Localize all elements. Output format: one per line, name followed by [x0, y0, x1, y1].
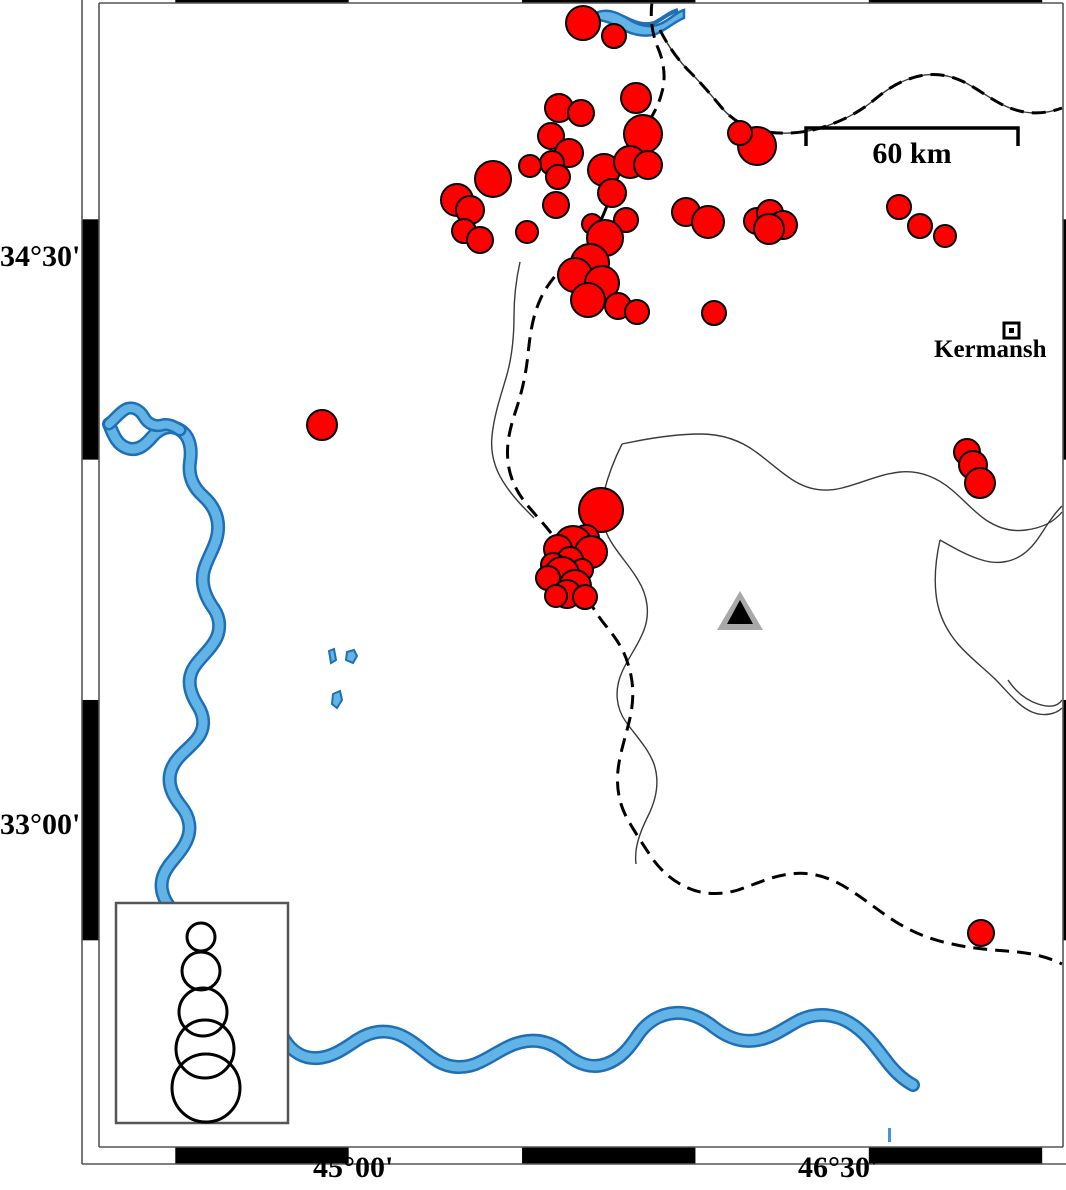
earthquake-epicenter	[466, 226, 494, 254]
earthquake-epicenter	[545, 164, 571, 190]
station-triangle-icon	[717, 591, 763, 630]
international-boundary-layer	[506, 1, 1063, 966]
earthquake-epicenter	[537, 122, 565, 150]
map-frame	[81, 0, 1066, 1165]
earthquake-epicenter	[542, 191, 570, 219]
frame-tick-top	[175, 0, 349, 3]
frame-strip-left-base	[82, 0, 99, 1164]
scale-bar-label: 60 km	[872, 137, 951, 170]
scale-bar: 60 km	[804, 126, 1020, 170]
earthquake-epicenter	[518, 154, 542, 178]
axis-label-lon-45-00: 45°00'	[313, 1151, 394, 1184]
frame-tick-top	[868, 0, 1043, 3]
earthquake-epicenter	[933, 224, 957, 248]
earthquake-epicenter	[565, 5, 601, 41]
legend-size-circle	[177, 986, 229, 1038]
earthquake-epicenter	[572, 584, 598, 610]
frame-tick-bottom	[175, 1147, 349, 1164]
city-marker-group: Kermansh	[934, 321, 1047, 363]
frame-tick-bottom	[868, 1147, 1043, 1164]
earthquake-epicenter	[567, 99, 595, 127]
earthquake-epicenter	[515, 220, 539, 244]
earthquake-epicenter	[570, 282, 606, 318]
earthquake-epicenter	[701, 300, 727, 326]
earthquake-epicenter-layer	[306, 5, 996, 947]
axis-label-lat-33-00: 33°00'	[0, 808, 81, 841]
earthquake-epicenter	[306, 409, 338, 441]
earthquake-epicenter	[624, 299, 650, 325]
earthquake-epicenter	[907, 213, 933, 239]
legend-size-circle	[180, 950, 222, 992]
province-boundary-layer	[490, 29, 1063, 865]
earthquake-epicenter	[691, 205, 725, 239]
legend-size-circle	[170, 1052, 242, 1124]
legend-size-circle	[174, 1018, 236, 1080]
axis-label-lat-34-30: 34°30'	[0, 240, 81, 273]
legend-box	[114, 901, 290, 1125]
magnitude-size-legend	[114, 901, 290, 1125]
earthquake-epicenter	[964, 467, 996, 499]
earthquake-epicenter	[601, 23, 627, 49]
earthquake-epicenter	[613, 207, 639, 233]
city-label-kermanshah: Kermansh	[934, 336, 1047, 363]
axis-label-lon-46-30: 46°30'	[798, 1151, 879, 1184]
earthquake-epicenter	[967, 919, 995, 947]
earthquake-epicenter	[597, 178, 627, 208]
earthquake-epicenter	[474, 160, 512, 198]
earthquake-epicenter	[544, 584, 568, 608]
earthquake-epicenter	[578, 487, 624, 533]
earthquake-epicenter	[886, 194, 912, 220]
earthquake-epicenter	[620, 82, 652, 114]
frame-strip-right-base	[1063, 0, 1066, 1164]
city-square-center-icon	[1009, 328, 1014, 333]
frame-tick-left	[82, 219, 99, 460]
frame-tick-bottom	[522, 1147, 696, 1164]
frame-tick-right	[1063, 219, 1066, 460]
earthquake-epicenter	[753, 213, 785, 245]
frame-tick-left	[82, 699, 99, 941]
frame-tick-top	[522, 0, 696, 3]
earthquake-epicenter	[633, 150, 663, 180]
frame-tick-right	[1063, 699, 1066, 941]
earthquake-epicenter	[727, 120, 753, 146]
